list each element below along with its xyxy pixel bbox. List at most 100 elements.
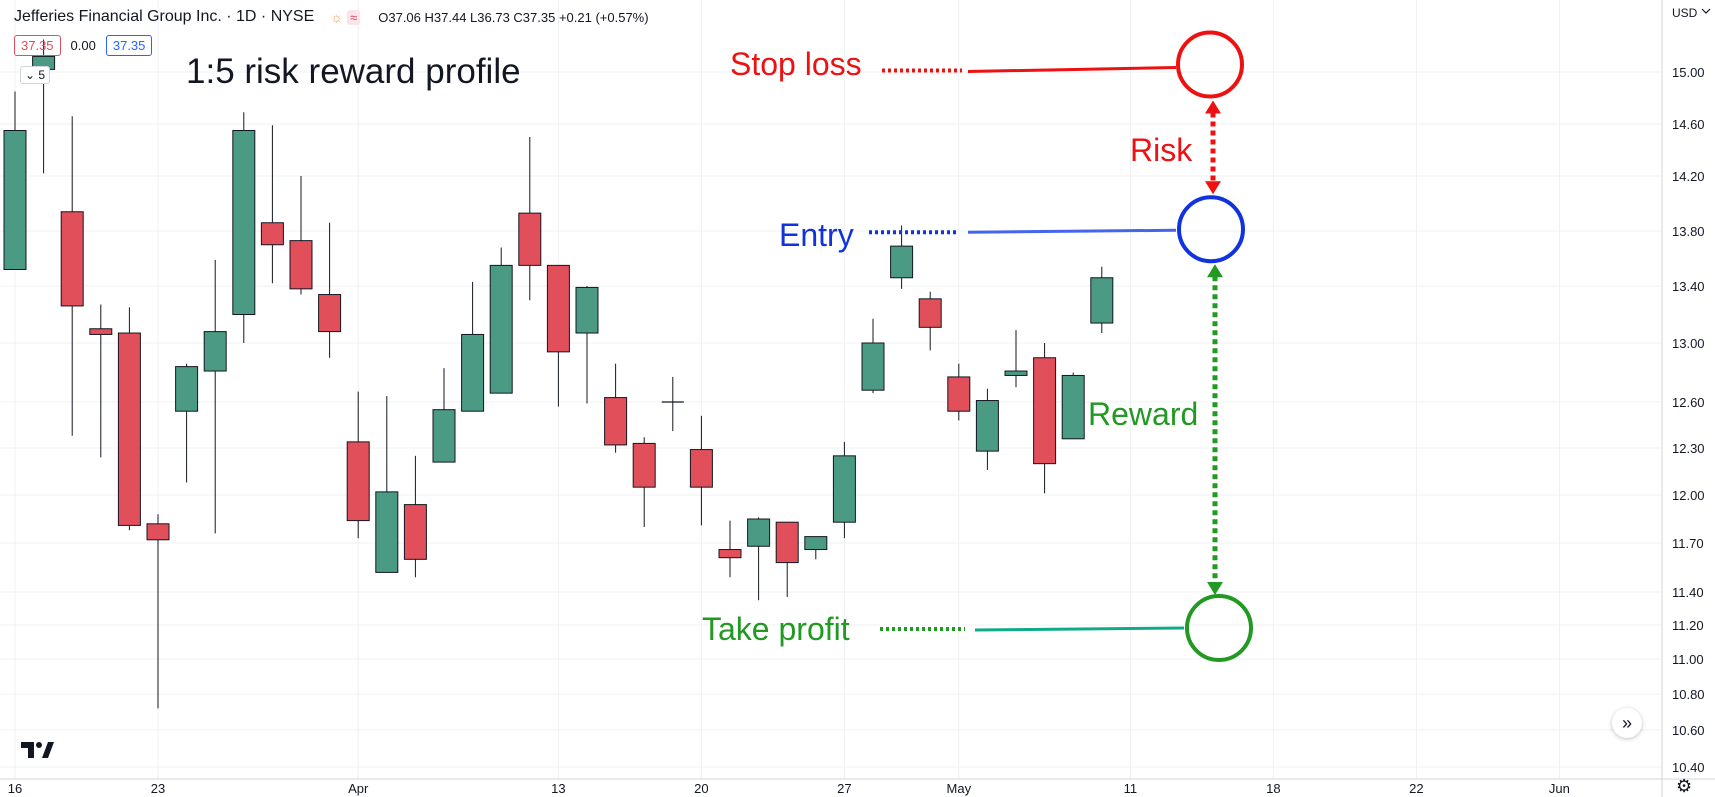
x-tick-label: Jun [1549,781,1570,796]
candle-body [747,518,771,547]
candle[interactable] [775,521,799,597]
candle-body [232,130,256,315]
candle[interactable] [3,91,27,270]
candle[interactable] [489,247,513,394]
symbol-legend[interactable]: Jefferies Financial Group Inc. · 1D · NY… [14,8,649,26]
candle[interactable] [375,396,399,573]
candle[interactable] [604,363,628,453]
candle[interactable] [918,291,942,351]
candle[interactable] [975,388,999,470]
candle[interactable] [890,225,914,289]
scroll-to-realtime-button[interactable]: » [1612,708,1642,738]
x-tick-label: 18 [1266,781,1280,796]
candle[interactable] [575,286,599,404]
candle[interactable] [546,264,570,407]
bid-price-button[interactable]: 37.35 [14,35,61,56]
candle[interactable] [117,307,141,531]
candle[interactable] [747,517,771,601]
double-chevron-right-icon: » [1621,712,1632,733]
y-tick-label: 13.40 [1672,279,1705,294]
y-tick-label: 11.00 [1672,652,1704,667]
drawings [869,30,1253,662]
take-profit-line [974,626,1185,632]
gear-icon[interactable]: ⚙ [1676,776,1693,796]
candle[interactable] [289,176,313,295]
candle[interactable] [89,304,113,458]
candle-body [546,264,570,353]
candle-body [1033,357,1057,465]
candle[interactable] [832,441,856,539]
trade-price-row: 37.35 0.00 37.35 [14,35,153,56]
reward-label: Reward [1088,396,1199,432]
y-tick-label: 11.70 [1672,536,1704,551]
x-tick-label: 20 [694,781,708,796]
candle[interactable] [461,281,485,412]
candle[interactable] [346,391,370,539]
candle[interactable] [661,376,684,432]
candle[interactable] [146,514,170,709]
entry-circle[interactable] [1177,195,1245,264]
entry-label: Entry [779,217,854,253]
reward-arrow-down-head [1207,582,1223,595]
tradingview-logo-icon[interactable] [20,738,54,760]
session-sun-icon: ☼ [330,9,344,25]
candle[interactable] [318,222,342,358]
candle-body [1090,277,1114,324]
stop-loss-circle[interactable] [1176,30,1244,99]
y-tick-label: 10.40 [1672,760,1705,775]
candle[interactable] [232,112,256,343]
grid-lines [0,0,1662,779]
candle-body [775,521,799,564]
chart-annotation-title: 1:5 risk reward profile [186,52,521,91]
candle[interactable] [947,363,971,421]
candle-body [60,211,84,307]
y-tick-label: 13.00 [1672,336,1705,351]
y-tick-label: 10.60 [1672,723,1705,738]
candle[interactable] [175,363,199,483]
x-tick-label: 22 [1409,781,1423,796]
candle[interactable] [1090,266,1114,334]
price-spread: 0.00 [70,38,96,53]
candle-body [689,449,713,488]
ask-price-button[interactable]: 37.35 [105,35,153,56]
candle-body [718,549,742,559]
x-tick-label: 13 [551,781,565,796]
candle[interactable] [518,137,542,301]
candle[interactable] [632,437,656,527]
candle-body [117,332,141,526]
candle[interactable] [804,536,828,560]
candle[interactable] [861,318,885,394]
candle[interactable] [689,415,713,526]
candle[interactable] [203,259,227,534]
ohlc-values: O37.06 H37.44 L36.73 C37.35 +0.21 (+0.57… [378,9,649,25]
candle[interactable] [403,455,427,578]
x-tick-label: 16 [8,781,22,796]
take-profit-circle[interactable] [1185,594,1253,662]
take-profit-label: Take profit [702,611,850,647]
y-tick-label: 14.20 [1672,169,1705,184]
candle-body [461,333,485,412]
candle[interactable] [1004,330,1028,388]
indicators-count: 5 [38,68,46,82]
stop-loss-line [967,66,1177,73]
candle-body [175,366,199,412]
risk-label: Risk [1130,132,1193,168]
candle[interactable] [32,39,56,174]
candle-body [632,442,656,488]
candle[interactable] [718,520,742,578]
candle[interactable] [432,368,456,463]
candle[interactable] [1033,343,1057,494]
candle-body [346,441,370,522]
currency-label: USD [1672,6,1698,20]
currency-chevron-icon [1701,8,1711,14]
candle[interactable] [60,116,84,436]
candle-body [403,504,427,560]
entry-line [967,228,1177,234]
indicators-collapse-button[interactable]: ⌄ 5 [20,66,51,84]
symbol-title: Jefferies Financial Group Inc. · 1D · NY… [14,8,315,25]
candle[interactable] [1061,372,1085,440]
x-tick-label: 11 [1124,781,1138,796]
candle-body [318,294,342,333]
candle[interactable] [260,125,284,284]
